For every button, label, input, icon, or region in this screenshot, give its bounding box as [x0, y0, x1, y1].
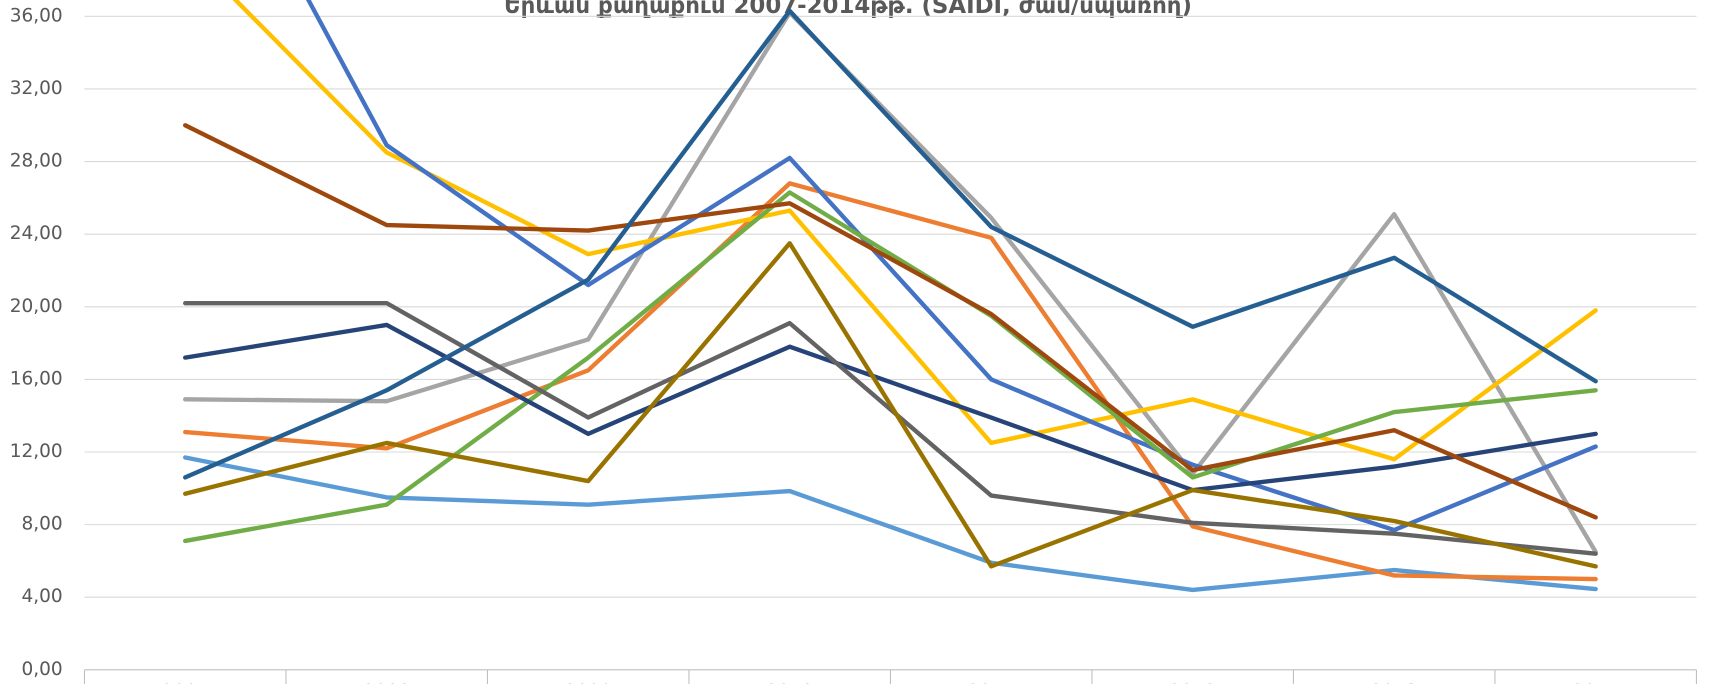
- y-tick-label: 8,00: [21, 514, 62, 535]
- series-line: [183, 300, 1598, 556]
- series-line: [183, 322, 1598, 493]
- x-tick-label: 2014: [1572, 682, 1619, 684]
- y-tick-label: 28,00: [10, 151, 63, 172]
- y-tick-label: 0,00: [21, 659, 62, 680]
- series-line: [183, 123, 1598, 520]
- x-tick-label: 2007: [162, 682, 209, 684]
- chart-title: Երևան քաղաքում 2007-2014թթ. (SAIDI, ժամ/…: [504, 0, 1192, 19]
- y-tick-label: 36,00: [10, 5, 63, 26]
- series-line: [305, 0, 1598, 533]
- x-tick-label: 2012: [1169, 682, 1216, 684]
- series-line: [183, 181, 1598, 582]
- plot-area: [183, 0, 1598, 593]
- series-line: [183, 8, 1598, 480]
- x-tick-label: 2008: [363, 682, 410, 684]
- x-tick-label: 2009: [565, 682, 612, 684]
- series-line: [183, 241, 1598, 569]
- x-tick-label: 2013: [1371, 682, 1418, 684]
- series-line: [183, 190, 1598, 544]
- series-line: [183, 455, 1598, 593]
- series-line: [183, 10, 1598, 555]
- y-tick-label: 24,00: [10, 223, 63, 244]
- grid: [83, 15, 1697, 684]
- x-tick-label: 2010: [766, 682, 813, 684]
- y-tick-label: 4,00: [21, 586, 62, 607]
- y-tick-label: 32,00: [10, 78, 63, 99]
- y-tick-label: 20,00: [10, 296, 63, 317]
- y-tick-label: 16,00: [10, 368, 63, 389]
- y-tick-label: 12,00: [10, 441, 63, 462]
- x-tick-label: 2011: [968, 682, 1015, 684]
